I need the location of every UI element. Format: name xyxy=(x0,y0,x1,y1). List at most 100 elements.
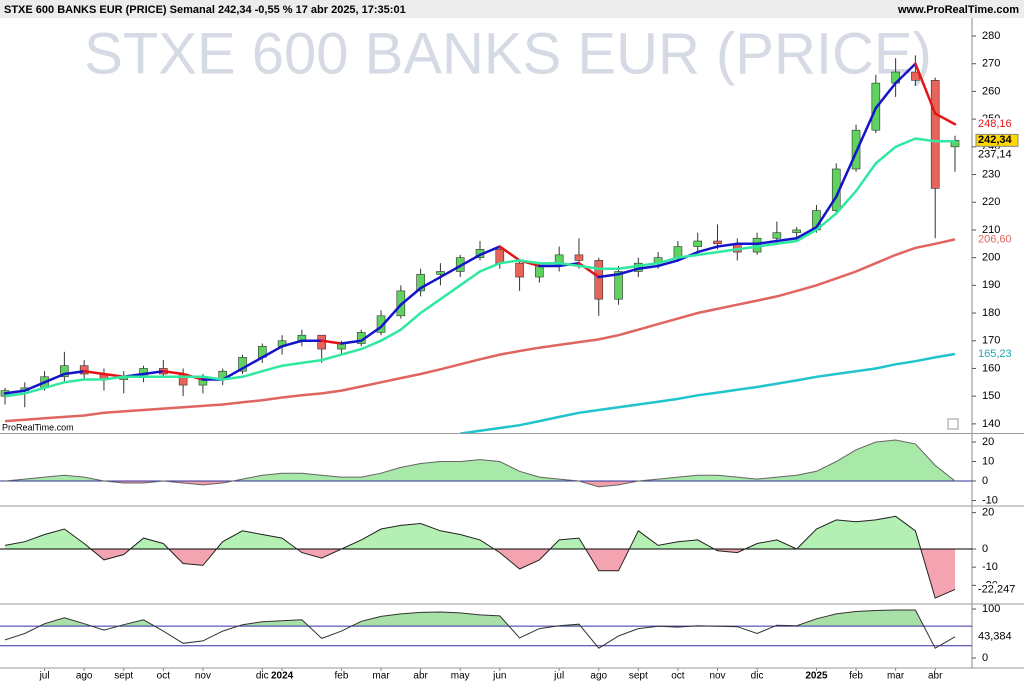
ma-segment xyxy=(478,245,502,257)
y-tick-label: 20 xyxy=(982,507,994,519)
ma-segment xyxy=(617,267,640,276)
header-bar xyxy=(0,0,1024,18)
y-axis: 20 10 0 -10 xyxy=(972,436,998,506)
area-positive xyxy=(5,516,955,549)
price-marker-box xyxy=(976,630,1018,643)
x-tick-label: abr xyxy=(928,671,943,682)
candle-body xyxy=(60,365,69,378)
x-tick-label: jul xyxy=(553,671,564,682)
y-tick-label: 100 xyxy=(982,603,1000,615)
x-tick-label: 2025 xyxy=(805,671,828,682)
y-tick-label: 190 xyxy=(982,279,1000,291)
price-marker-box xyxy=(976,583,1018,596)
y-tick-label: 230 xyxy=(982,168,1000,180)
ma-segment xyxy=(320,339,343,345)
candle-body xyxy=(792,229,801,234)
x-tick-label: ago xyxy=(590,671,607,682)
indicator-line xyxy=(4,515,956,599)
y-tick-label: 0 xyxy=(982,475,988,487)
y-tick-label: 170 xyxy=(982,335,1000,347)
ma-segment xyxy=(775,236,798,243)
ma-segment xyxy=(815,195,838,229)
candle-body xyxy=(416,273,425,292)
ma-segment xyxy=(439,264,462,279)
candle-body xyxy=(436,271,445,275)
y-tick-label: 220 xyxy=(982,196,1000,208)
panel xyxy=(0,609,972,649)
ma-segment xyxy=(933,112,957,126)
x-tick-label: abr xyxy=(413,671,428,682)
ma-segment xyxy=(874,81,897,110)
y-axis: 1401501601701801902002102202302402502602… xyxy=(972,30,1019,430)
x-tick-label: ago xyxy=(76,671,93,682)
x-tick-label: mar xyxy=(372,671,390,682)
y-tick-label: -10 xyxy=(982,494,998,506)
ma-segment xyxy=(458,253,482,268)
ma-segment xyxy=(854,106,878,154)
ma-segment xyxy=(221,367,244,381)
ma-segment xyxy=(43,372,66,384)
ma-segment xyxy=(795,225,818,240)
candle-body xyxy=(79,365,89,375)
ma-segment xyxy=(696,245,719,254)
ma-segment xyxy=(23,381,46,392)
price-marker-label: 165,23 xyxy=(978,348,1012,360)
info-icon[interactable] xyxy=(947,418,959,430)
candle-body xyxy=(535,265,544,278)
ma-segment xyxy=(716,242,739,248)
x-tick-label: may xyxy=(451,671,470,682)
y-tick-label: 200 xyxy=(982,252,1000,264)
x-tick-label: oct xyxy=(157,671,171,682)
x-tick-label: oct xyxy=(671,671,685,682)
y-tick-label: 260 xyxy=(982,85,1000,97)
ma-segment xyxy=(835,151,858,198)
ma-segment xyxy=(399,286,422,306)
x-tick-label: sept xyxy=(114,671,133,682)
panel xyxy=(0,515,972,599)
x-tick-label: 2024 xyxy=(271,671,294,682)
ma-segment xyxy=(340,339,363,345)
candle-body xyxy=(614,271,623,300)
y-axis: 200-10-20-22,247 xyxy=(972,507,1018,596)
price-marker-label: 206,60 xyxy=(978,233,1012,245)
price-marker-label: 248,16 xyxy=(978,118,1012,130)
y-tick-label: 10 xyxy=(982,455,994,467)
price-marker-label: -22,247 xyxy=(978,583,1015,595)
ma-segment xyxy=(894,62,917,85)
x-tick-label: mar xyxy=(887,671,905,682)
candle-body xyxy=(238,357,247,372)
candle-body xyxy=(594,260,604,300)
watermark: STXE 600 BANKS EUR (PRICE) xyxy=(84,21,932,86)
panel xyxy=(0,55,960,433)
indicator-line xyxy=(4,609,956,649)
area-positive xyxy=(5,440,955,482)
candle-body xyxy=(515,262,524,278)
price-marker-label: 242,34 xyxy=(978,134,1013,146)
x-tick-label: feb xyxy=(849,671,863,682)
ma-segment xyxy=(3,389,27,395)
ma-segment xyxy=(379,303,403,329)
y-tick-label: 150 xyxy=(982,390,1000,402)
ma-segment xyxy=(419,275,442,290)
y-tick-label: -10 xyxy=(982,561,998,573)
ma-segment xyxy=(63,369,86,376)
y-tick-label: 280 xyxy=(982,30,1000,42)
x-tick-label: sept xyxy=(629,671,648,682)
price-marker-box xyxy=(975,133,1019,147)
ma-segment xyxy=(498,245,521,262)
price-marker-label: 237,14 xyxy=(978,149,1012,161)
footnote: ProRealTime.com xyxy=(2,422,74,432)
candle-body xyxy=(693,240,703,247)
y-axis: 100 0 43,384 xyxy=(972,603,1018,664)
ma-segment xyxy=(162,369,185,376)
area-overbought xyxy=(5,610,955,627)
ma-segment xyxy=(914,62,937,115)
candle-body xyxy=(772,232,782,239)
x-tick-label: dic xyxy=(256,671,269,682)
ma-line xyxy=(4,238,956,423)
ma-segment xyxy=(597,273,620,279)
indicator-line xyxy=(4,439,956,488)
chart-title: STXE 600 BANKS EUR (PRICE) Semanal 242,3… xyxy=(4,4,406,16)
ma-line xyxy=(460,352,956,433)
ma-line xyxy=(4,137,955,398)
